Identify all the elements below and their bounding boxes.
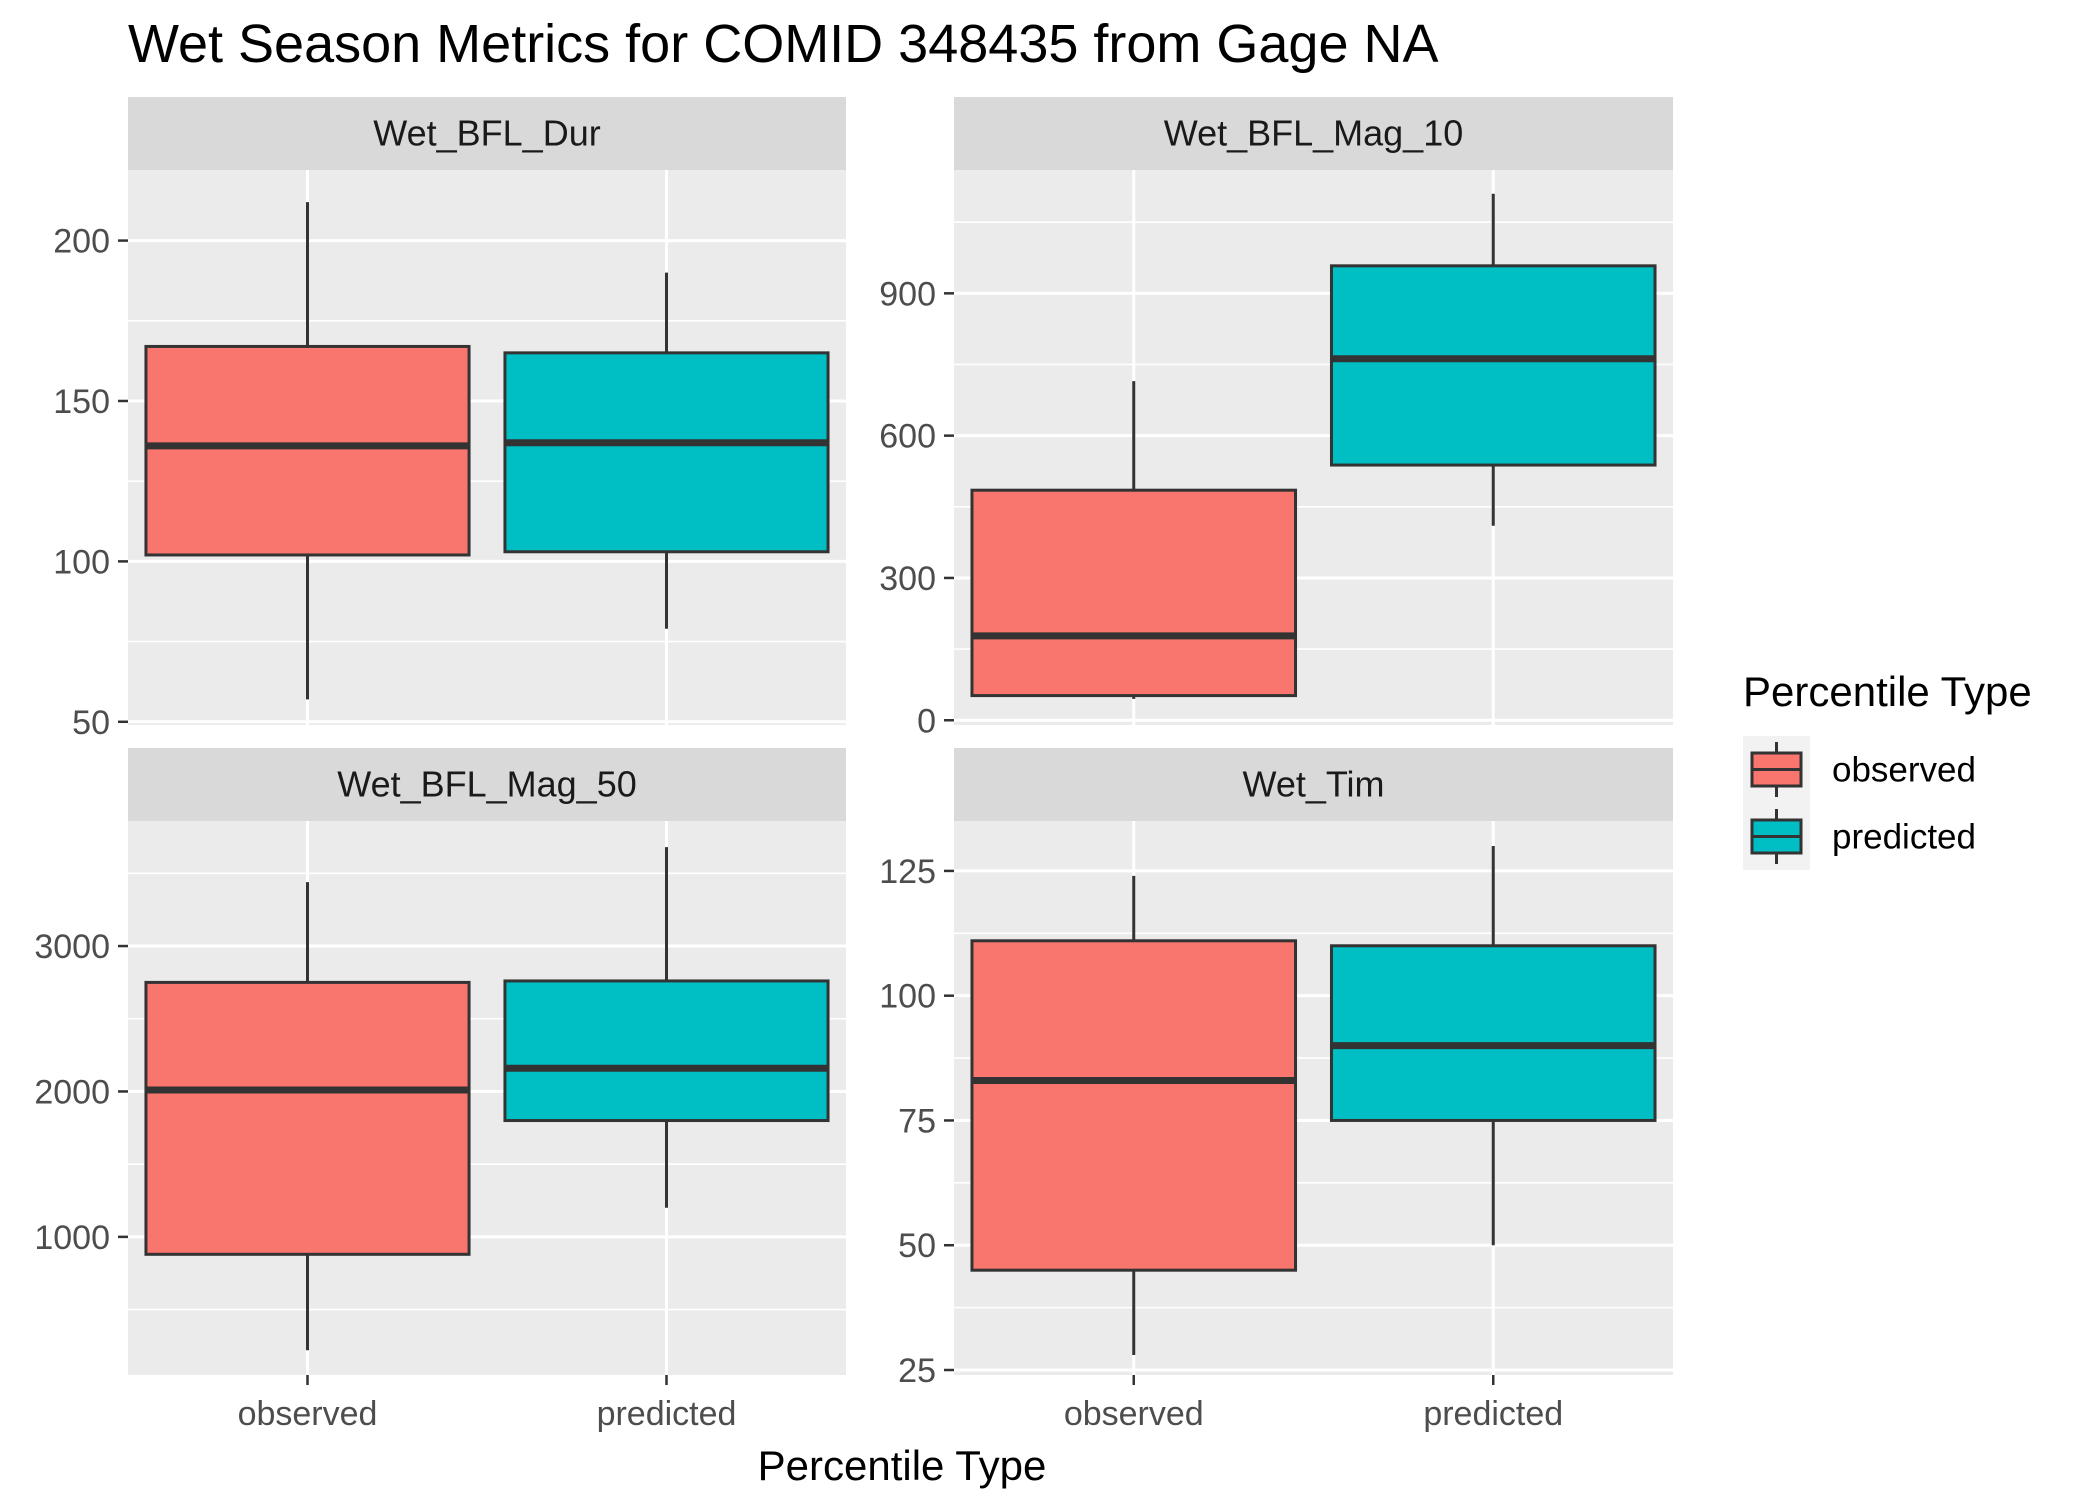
y-tick-label: 1000 xyxy=(34,1219,110,1257)
facet-Wet_BFL_Dur: Wet_BFL_Dur 50 100 150 200 xyxy=(53,97,846,742)
y-tick-label: 100 xyxy=(879,978,936,1016)
y-tick-label: 3000 xyxy=(34,928,110,966)
box-predicted xyxy=(1329,193,1657,526)
y-tick-label: 900 xyxy=(879,275,936,313)
box-predicted xyxy=(1329,845,1657,1246)
facet-Wet_Tim: Wet_Tim 25 50 75 100 125 observed predicted xyxy=(879,748,1673,1433)
box-observed xyxy=(144,882,471,1351)
x-axis-title: Percentile Type xyxy=(758,1442,1047,1489)
facet-Wet_BFL_Mag_50: Wet_BFL_Mag_50 1000 2000 3000 observed predic… xyxy=(34,748,846,1433)
box-iqr xyxy=(503,979,830,1123)
box-iqr xyxy=(970,488,1298,698)
facet-strip-label: Wet_BFL_Mag_10 xyxy=(1164,113,1464,154)
y-tick-label: 600 xyxy=(879,418,936,456)
legend-title: Percentile Type xyxy=(1743,668,2032,715)
box-predicted xyxy=(503,272,830,629)
legend-items: observed predicted xyxy=(1743,736,1976,870)
facet-Wet_BFL_Mag_10: Wet_BFL_Mag_10 0 300 600 900 xyxy=(879,97,1673,740)
y-tick-label: 200 xyxy=(53,223,110,261)
facet-strip xyxy=(954,97,1673,170)
box-observed xyxy=(970,381,1298,699)
facet-strip xyxy=(128,97,846,170)
x-tick-label: predicted xyxy=(597,1395,737,1433)
facet-strip xyxy=(954,748,1673,821)
facet-strip-label: Wet_BFL_Dur xyxy=(373,113,600,154)
box-iqr xyxy=(503,351,830,554)
box-iqr xyxy=(1329,264,1657,467)
y-tick-label: 75 xyxy=(898,1102,936,1140)
legend-label: observed xyxy=(1832,751,1976,790)
y-tick-label: 0 xyxy=(917,702,936,740)
legend-label: predicted xyxy=(1832,818,1976,857)
legend: Percentile Type observed predicted xyxy=(1743,668,2032,870)
box-predicted xyxy=(503,847,830,1208)
y-tick-label: 2000 xyxy=(34,1073,110,1111)
box-observed xyxy=(970,875,1298,1356)
box-iqr xyxy=(1329,944,1657,1122)
facet-strip-label: Wet_BFL_Mag_50 xyxy=(337,764,637,805)
chart-title: Wet Season Metrics for COMID 348435 from… xyxy=(128,14,1439,74)
facet-grid: Wet_BFL_Dur 50 100 150 200 Wet_BFL_Mag_10 0 300… xyxy=(34,97,1673,1433)
y-tick-label: 300 xyxy=(879,560,936,598)
y-tick-label: 50 xyxy=(898,1227,936,1265)
legend-item-observed: observed xyxy=(1743,736,1976,803)
box-observed xyxy=(144,202,471,700)
legend-item-predicted: predicted xyxy=(1743,803,1976,870)
x-tick-label: observed xyxy=(238,1395,378,1433)
y-tick-label: 50 xyxy=(72,704,110,742)
box-iqr xyxy=(144,344,471,557)
x-tick-label: predicted xyxy=(1423,1395,1563,1433)
box-iqr xyxy=(970,939,1298,1272)
facet-strip-label: Wet_Tim xyxy=(1242,764,1384,805)
y-tick-label: 25 xyxy=(898,1352,936,1390)
y-tick-label: 150 xyxy=(53,383,110,421)
x-tick-label: observed xyxy=(1064,1395,1204,1433)
box-iqr xyxy=(144,980,471,1256)
y-tick-label: 100 xyxy=(53,543,110,581)
y-tick-label: 125 xyxy=(879,853,936,891)
facet-strip xyxy=(128,748,846,821)
